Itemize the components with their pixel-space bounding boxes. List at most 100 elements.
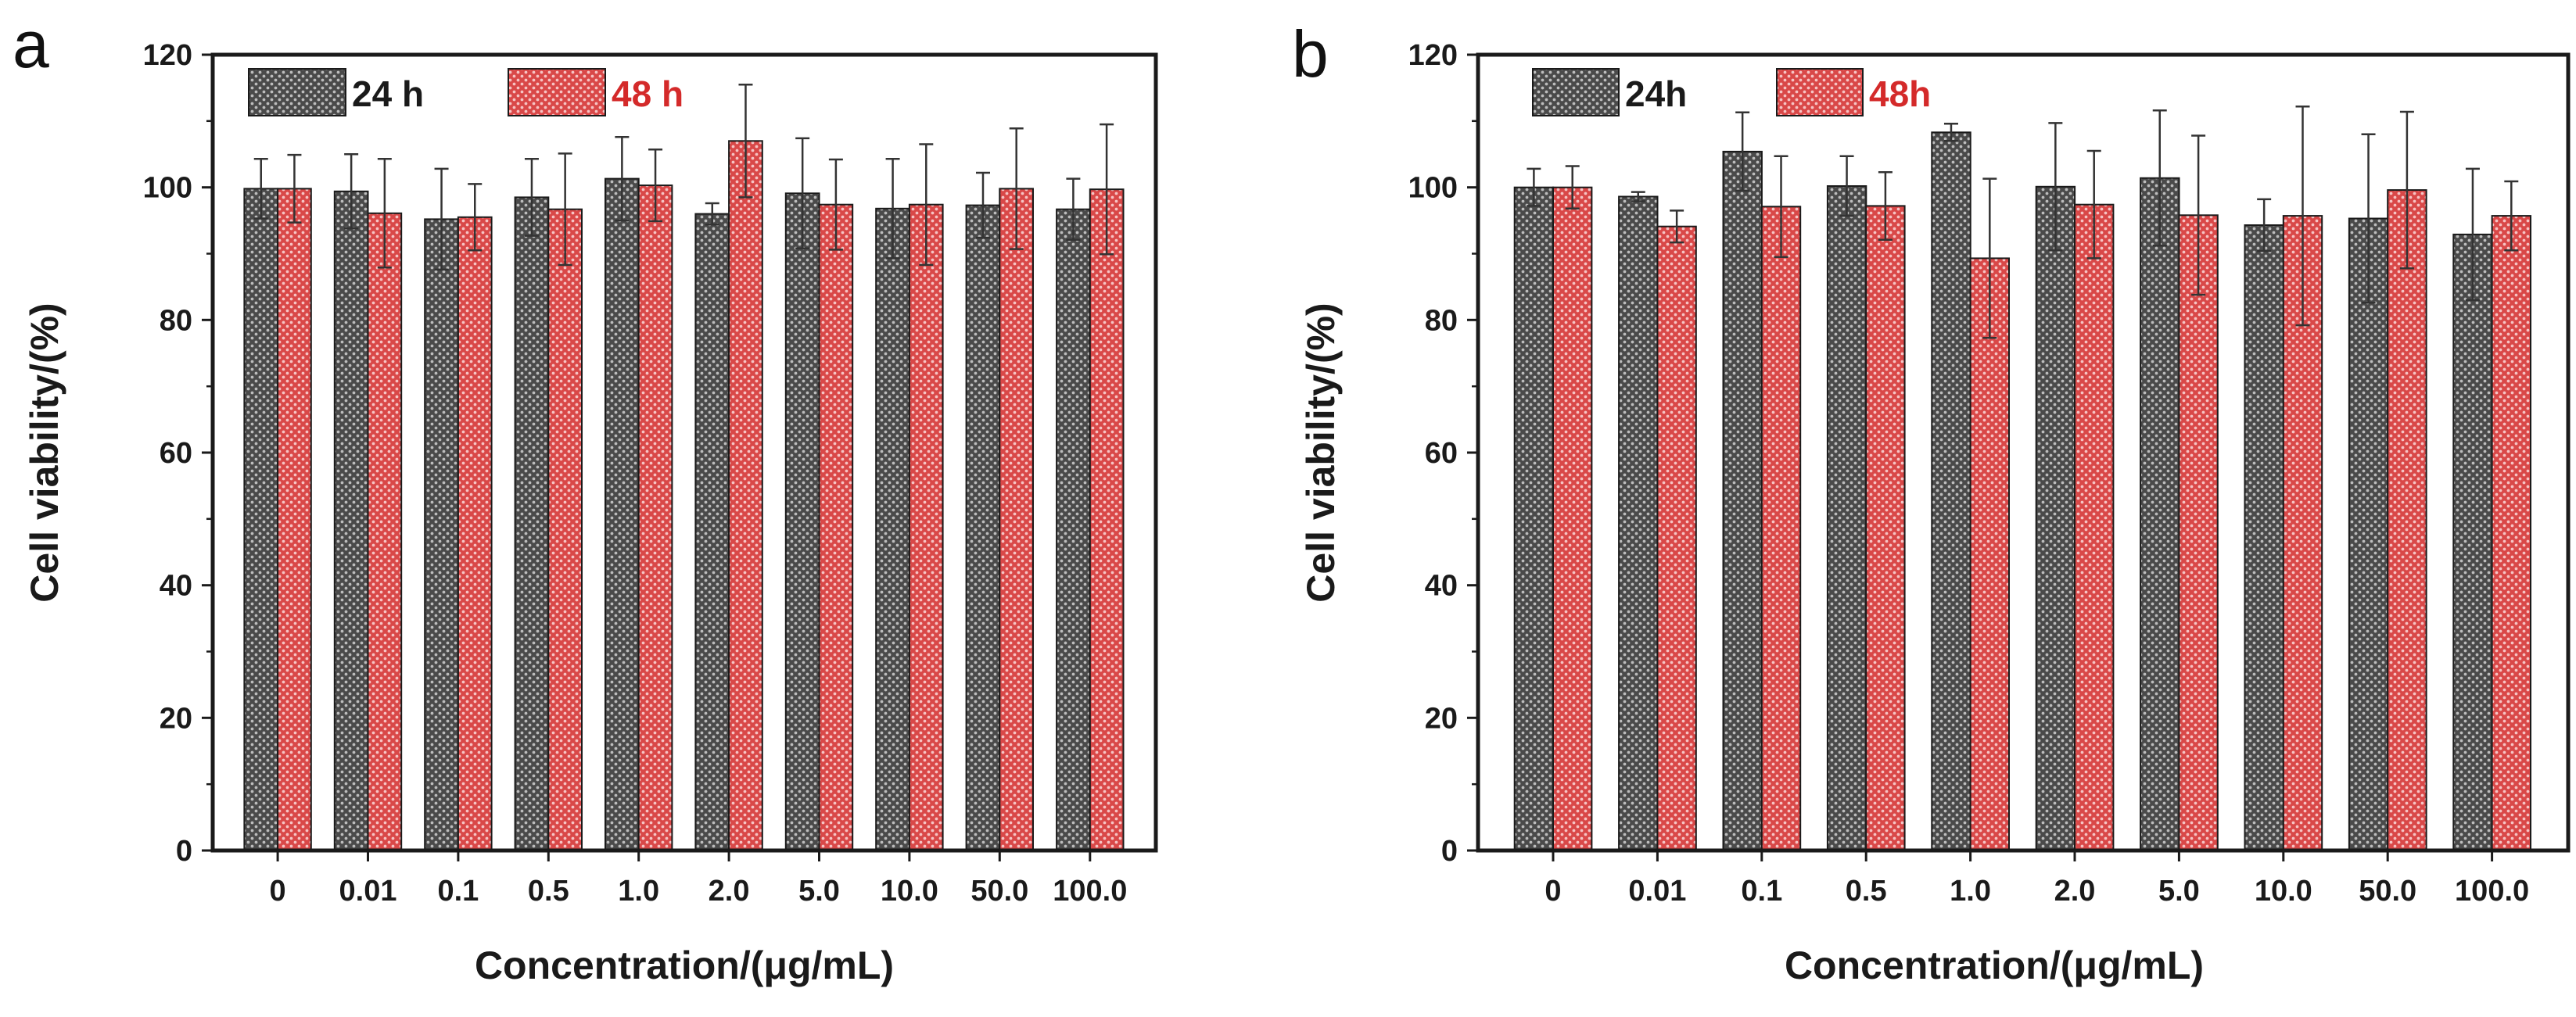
panel-b-bar-48h-1 (1656, 225, 1697, 851)
panel-a-errorbar-48h-0 (287, 153, 302, 224)
panel-a-x-tick-label-4: 1.0 (618, 875, 659, 908)
panel-a-legend-24h-label: 24 h (352, 73, 424, 114)
panel-b-legend-24h-label: 24h (1625, 73, 1687, 114)
panel-b-x-tick-label-6: 5.0 (2158, 875, 2200, 908)
panel-b-legend-24h-swatch (1532, 68, 1620, 116)
panel-b-bar-48h-0 (1552, 186, 1593, 851)
panel-a-bar-24h-8 (965, 204, 1001, 852)
panel-a-bar-48h-3 (547, 208, 583, 851)
panel-b-errorbar-24h-4 (1943, 122, 1958, 142)
panel-b-errorbar-24h-8 (2361, 133, 2376, 304)
panel-b-bar-24h-8 (2348, 217, 2389, 851)
panel-b-y-ticks: 0 20 40 60 80 100 120 (1408, 39, 1478, 868)
panel-a-x-tick-label-6: 5.0 (798, 875, 840, 908)
panel-b-bar-48h-8 (2387, 189, 2427, 852)
panel-b-legend-48h-label: 48h (1869, 73, 1931, 114)
panel-a-errorbar-48h-3 (558, 152, 572, 267)
panel-b-errorbar-48h-2 (1774, 155, 1788, 258)
panel-b-bar-24h-3 (1826, 185, 1867, 851)
panel-a-errorbar-24h-4 (615, 135, 630, 222)
panel-a: a 0 20 40 60 80 100 120 0 0.01 0.1 0.5 1.0 2.0 5.0 10… (13, 8, 1158, 987)
panel-b-errorbars (1527, 105, 2519, 339)
panel-a-bar-24h-0 (243, 188, 279, 851)
panel-a-bar-48h-4 (637, 184, 673, 852)
panel-b-errorbar-48h-6 (2191, 134, 2206, 296)
panel-b-bar-24h-2 (1722, 150, 1763, 851)
panel-b-y-tick-label-4: 80 (1425, 304, 1458, 337)
panel-a-bar-48h-8 (999, 188, 1035, 851)
panel-a-legend-48h-label: 48 h (612, 73, 683, 114)
panel-b-bar-24h-1 (1618, 195, 1659, 851)
panel-a-errorbar-48h-7 (919, 143, 934, 267)
panel-b-bar-48h-2 (1760, 206, 1802, 851)
panel-a-x-tick-label-5: 2.0 (709, 875, 750, 908)
panel-a-x-ticks: 0 0.01 0.1 0.5 1.0 2.0 5.0 10.0 50.0 100.0 (270, 850, 1127, 908)
panel-a-legend-24h-swatch (248, 68, 346, 116)
panel-a-x-tick-label-1: 0.01 (339, 875, 397, 908)
panel-a-bar-24h-6 (784, 192, 820, 852)
panel-b-bar-24h-6 (2140, 177, 2180, 852)
panel-a-bar-24h-7 (875, 207, 910, 851)
panel-b-errorbar-24h-5 (2048, 122, 2063, 252)
panel-label-b: b (1292, 17, 1329, 91)
panel-b-errorbar-48h-5 (2086, 149, 2101, 260)
panel-a-bar-24h-9 (1056, 208, 1091, 851)
panel-b-errorbar-24h-9 (2465, 167, 2480, 302)
panel-b-x-ticks: 0 0.01 0.1 0.5 1.0 2.0 5.0 10.0 50.0 100.0 (1545, 850, 2529, 908)
panel-a-errorbar-24h-0 (253, 157, 268, 220)
panel-b-y-tick-label-2: 40 (1425, 570, 1458, 603)
panel-b-legend-48h-swatch (1776, 68, 1864, 116)
panel-a-y-ticks: 0 20 40 60 80 100 120 (143, 39, 213, 868)
panel-a-xlabel: Concentration/(μg/mL) (475, 944, 894, 987)
panel-b-errorbar-24h-1 (1631, 191, 1645, 202)
panel-a-errorbar-48h-8 (1009, 127, 1024, 250)
panel-a-errorbar-24h-8 (975, 171, 990, 239)
panel-b-x-tick-label-3: 0.5 (1846, 875, 1887, 908)
panel-a-bar-48h-2 (457, 216, 493, 851)
panel-b-errorbar-24h-3 (1839, 155, 1854, 217)
panel-b-y-tick-label-1: 20 (1425, 702, 1458, 735)
panel-a-y-tick-label-0: 0 (176, 835, 192, 868)
panel-a-x-tick-label-0: 0 (270, 875, 286, 908)
panel-a-x-tick-label-7: 10.0 (881, 875, 938, 908)
panel-b-y-tick-label-6: 120 (1408, 39, 1458, 72)
panel-a-y-tick-label-4: 80 (160, 304, 192, 337)
panel-b-x-tick-label-4: 1.0 (1950, 875, 1991, 908)
panel-a-errorbar-24h-7 (885, 157, 900, 260)
panel-a-y-tick-label-1: 20 (160, 702, 192, 735)
panel-b-bar-24h-4 (1931, 131, 1971, 852)
panel-a-bar-48h-1 (367, 212, 403, 851)
panel-a-x-tick-label-9: 100.0 (1053, 875, 1127, 908)
panel-a-x-tick-label-8: 50.0 (970, 875, 1028, 908)
panel-a-bars (243, 140, 1125, 852)
panel-a-errorbar-48h-6 (828, 158, 843, 251)
panel-b-bar-24h-5 (2035, 185, 2076, 852)
panel-a-bar-48h-7 (908, 203, 944, 851)
panel-a-legend: 24 h 48 h (248, 68, 683, 116)
panel-a-ylabel: Cell viability/(%) (23, 303, 66, 602)
panel-a-x-tick-label-3: 0.5 (528, 875, 569, 908)
panel-a-y-tick-label-5: 100 (143, 172, 192, 205)
panel-a-y-tick-label-2: 40 (160, 570, 192, 603)
panel-a-bar-24h-3 (514, 196, 550, 851)
panel-b-errorbar-24h-2 (1735, 111, 1750, 192)
panel-b-errorbar-24h-7 (2257, 198, 2272, 252)
panel-a-bar-24h-1 (333, 190, 369, 852)
panel-a-bar-48h-9 (1089, 188, 1125, 851)
panel-b-errorbar-24h-6 (2152, 109, 2167, 247)
panel-b-errorbar-48h-7 (2295, 105, 2310, 327)
panel-b-bar-48h-5 (2074, 203, 2115, 851)
panel-a-errorbar-48h-1 (377, 157, 392, 269)
panel-a-bar-24h-2 (424, 218, 459, 851)
panel-a-errorbar-24h-9 (1066, 177, 1081, 241)
panel-b-errorbar-48h-8 (2399, 110, 2414, 270)
panel-b-errorbar-48h-3 (1878, 170, 1893, 241)
panel-a-errorbar-24h-6 (795, 137, 810, 249)
panel-b-x-tick-label-8: 50.0 (2359, 875, 2416, 908)
panel-b-bar-48h-7 (2282, 215, 2323, 852)
panel-a-errorbar-24h-3 (524, 157, 539, 237)
panel-a-bar-48h-0 (277, 188, 312, 851)
panel-a-errorbar-24h-5 (705, 202, 719, 226)
panel-b-x-tick-label-7: 10.0 (2255, 875, 2312, 908)
